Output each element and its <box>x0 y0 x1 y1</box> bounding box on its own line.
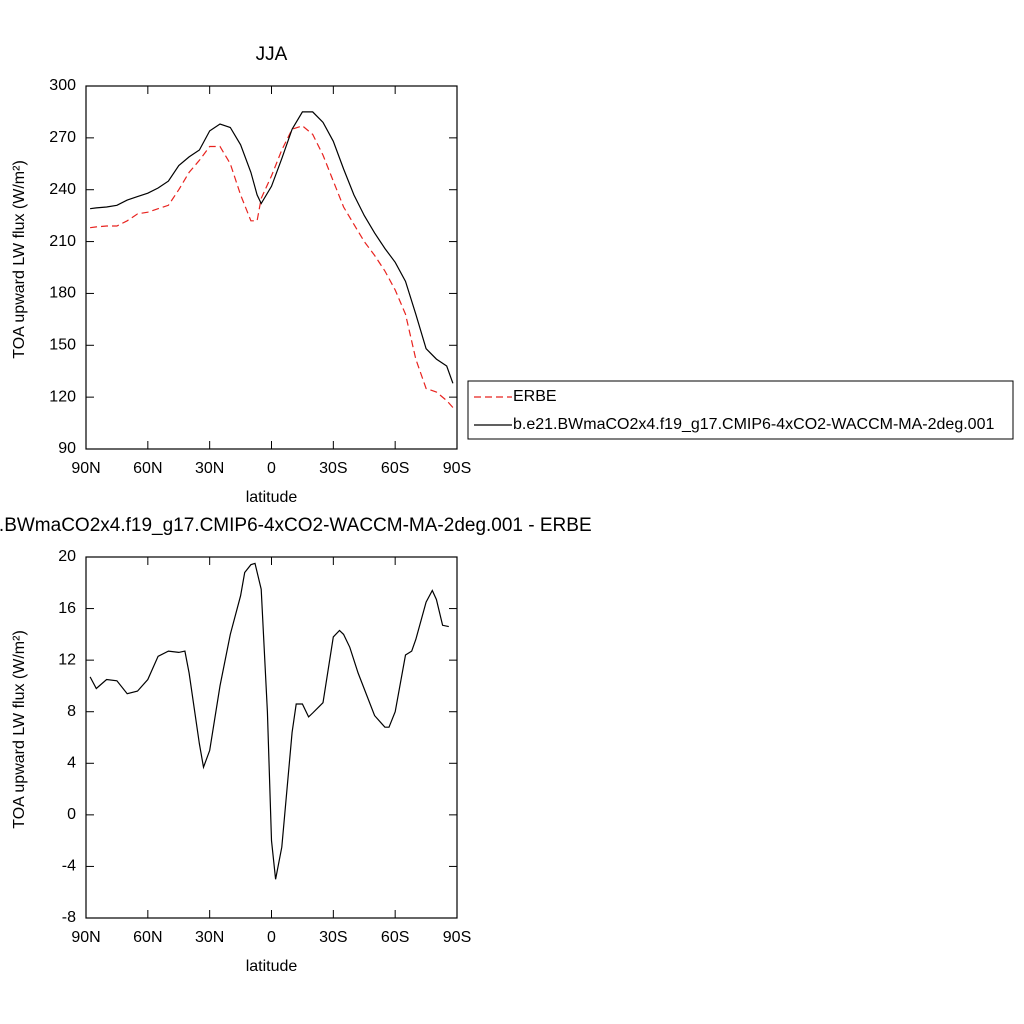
x-tick-label: 30N <box>195 929 224 946</box>
legend-label: b.e21.BWmaCO2x4.f19_g17.CMIP6-4xCO2-WACC… <box>513 416 994 433</box>
y-tick-label: 210 <box>49 233 76 250</box>
y-tick-label: 90 <box>58 440 76 457</box>
x-axis-label: latitude <box>246 958 298 975</box>
data-line <box>90 111 454 384</box>
chart-title: b.e21.BWmaCO2x4.f19_g17.CMIP6-4xCO2-WACC… <box>0 515 592 536</box>
data-line <box>89 562 449 880</box>
x-tick-label: 60N <box>133 929 162 946</box>
data-line <box>90 125 454 408</box>
legend-box <box>467 380 1014 440</box>
y-tick-label: 270 <box>49 129 76 146</box>
x-tick-label: 60N <box>133 460 162 477</box>
y-tick-label: 180 <box>49 285 76 302</box>
y-tick-label: 0 <box>67 806 76 823</box>
y-tick-label: 240 <box>49 181 76 198</box>
y-tick-label: 4 <box>67 755 76 772</box>
chart-title: JJA <box>256 44 288 65</box>
y-tick-label: 16 <box>58 600 76 617</box>
x-tick-label: 90N <box>71 929 100 946</box>
y-tick-label: 20 <box>58 548 76 565</box>
x-tick-label: 30N <box>195 460 224 477</box>
y-tick-label: 8 <box>67 703 76 720</box>
x-tick-label: 60S <box>381 929 409 946</box>
x-tick-label: 0 <box>267 929 276 946</box>
legend-label: ERBE <box>513 388 557 405</box>
y-tick-label: -4 <box>62 858 76 875</box>
x-tick-label: 0 <box>267 460 276 477</box>
x-axis-label: latitude <box>246 489 298 506</box>
y-tick-label: 12 <box>58 651 76 668</box>
y-axis-label: TOA upward LW flux (W/m²) <box>11 160 28 359</box>
x-tick-label: 30S <box>319 929 347 946</box>
y-tick-label: 300 <box>49 77 76 94</box>
x-tick-label: 30S <box>319 460 347 477</box>
y-tick-label: -8 <box>62 909 76 926</box>
plot-frame <box>85 85 458 450</box>
plot-frame <box>85 556 458 919</box>
y-axis-label: TOA upward LW flux (W/m²) <box>11 630 28 829</box>
x-tick-label: 90S <box>443 929 471 946</box>
x-tick-label: 60S <box>381 460 409 477</box>
y-tick-label: 150 <box>49 337 76 354</box>
x-tick-label: 90N <box>71 460 100 477</box>
x-tick-label: 90S <box>443 460 471 477</box>
y-tick-label: 120 <box>49 388 76 405</box>
